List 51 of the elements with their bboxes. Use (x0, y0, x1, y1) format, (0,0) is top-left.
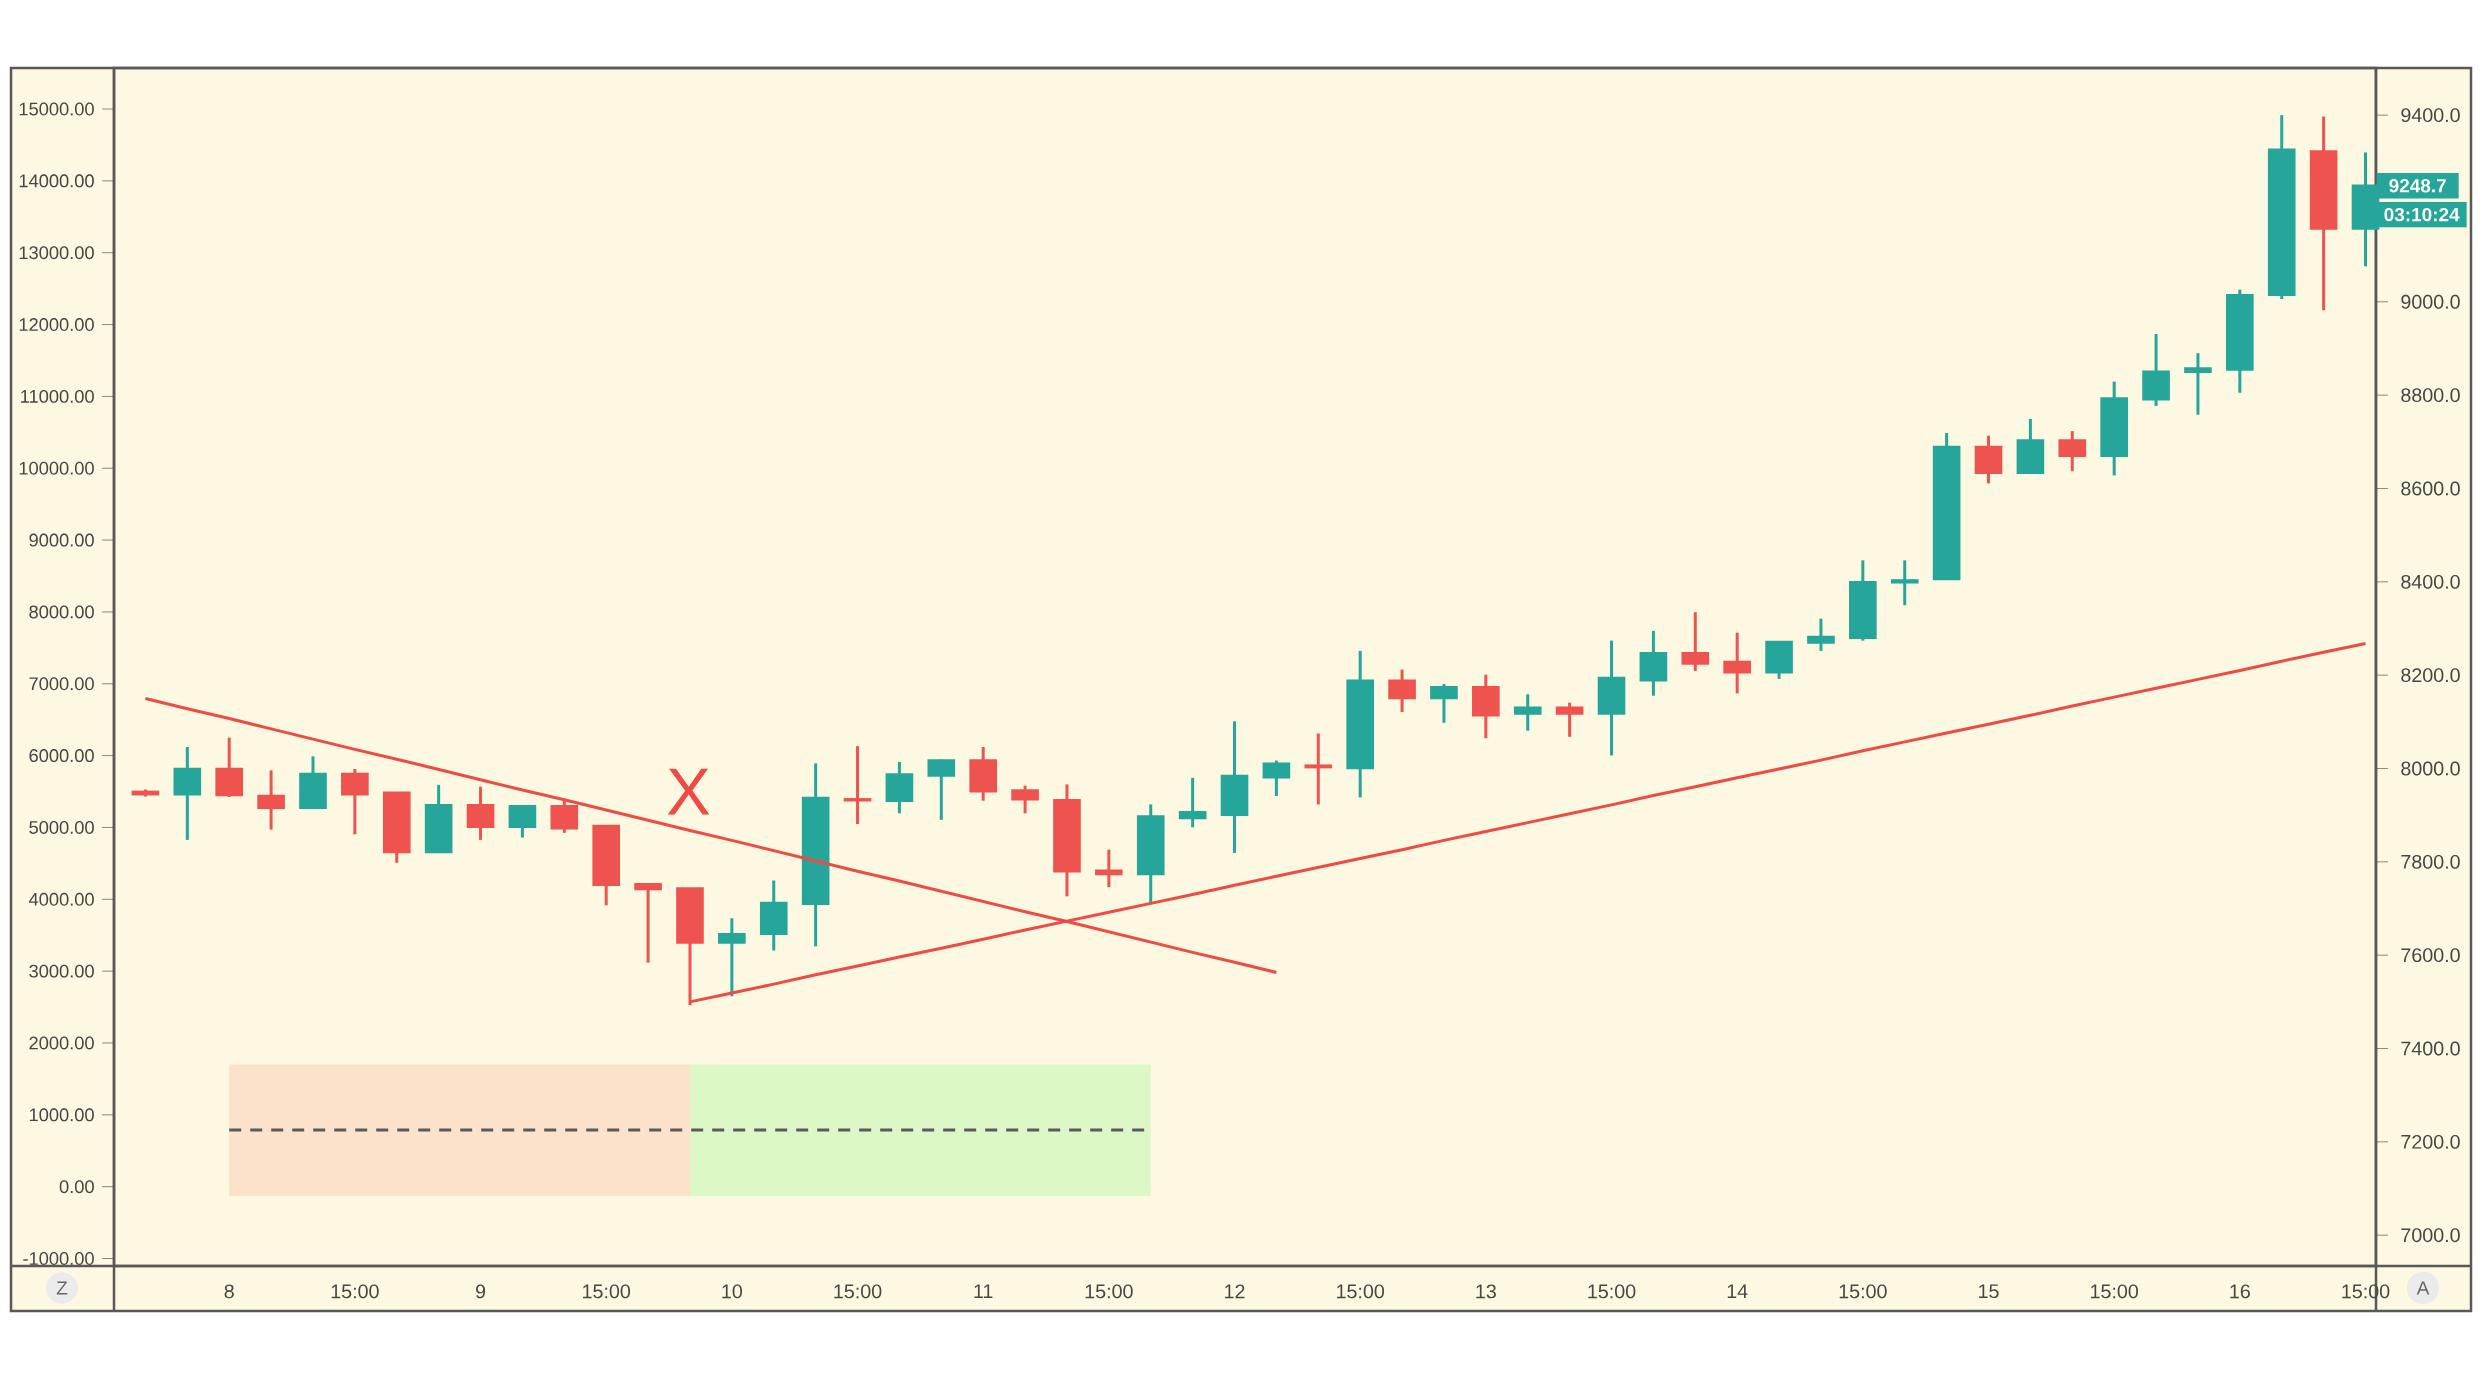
y2-tick-label: 9000.0 (2401, 294, 2460, 309)
y2-tick-label: 7800.0 (2401, 854, 2460, 869)
y-tick-label: 3000.00 (29, 964, 94, 978)
x-tick-label: 15:00 (331, 1284, 379, 1299)
y-tick-label: 15000.00 (19, 102, 94, 116)
y-tick-label: 13000.00 (19, 246, 94, 260)
text: A (2416, 1281, 2430, 1295)
x-tick-label: 15:00 (1085, 1284, 1133, 1299)
x-tick-label: 15:00 (1337, 1284, 1385, 1299)
annotation: X (667, 768, 710, 815)
y-tick-label: 5000.00 (29, 820, 94, 834)
y2-tick-label: 9400.0 (2401, 108, 2460, 123)
x-tick-label: 14 (1727, 1284, 1748, 1298)
x-tick-label: 15 (1979, 1284, 1999, 1299)
y2-tick-label: 8600.0 (2401, 481, 2460, 496)
text: 9248.7 (2389, 179, 2446, 193)
x-tick-label: 15:00 (1588, 1284, 1636, 1299)
x-tick-label: 10 (722, 1284, 743, 1299)
y-tick-label: 1000.00 (29, 1108, 94, 1122)
x-tick-label: 11 (974, 1284, 993, 1298)
y-tick-label: 8000.00 (29, 605, 94, 619)
y2-tick-label: 7000.0 (2401, 1228, 2460, 1243)
x-tick-label: 15:00 (834, 1284, 882, 1299)
y2-tick-label: 7400.0 (2401, 1041, 2460, 1056)
y2-tick-label: 8400.0 (2401, 574, 2460, 589)
x-tick-label: 15:00 (2091, 1284, 2139, 1299)
x-tick-label: 8 (224, 1284, 234, 1299)
x-tick-label: 9 (476, 1284, 486, 1299)
text: Z (56, 1281, 68, 1295)
y-tick-label: 6000.00 (29, 749, 94, 763)
y2-tick-label: 8200.0 (2401, 668, 2460, 683)
y-tick-label: 11000.00 (21, 389, 94, 403)
x-tick-label: 15:00 (1839, 1284, 1887, 1299)
y-tick-label: -1000.00 (23, 1252, 94, 1265)
y-tick-label: 4000.00 (28, 892, 94, 906)
y-tick-label: 0.00 (59, 1180, 94, 1194)
y-tick-label: 9000.00 (29, 533, 94, 547)
y2-tick-label: 8800.0 (2401, 388, 2460, 403)
text: 03:10:24 (2384, 207, 2460, 222)
y2-tick-label: 7600.0 (2401, 948, 2460, 963)
x-tick-label: 12 (1225, 1284, 1245, 1299)
y-tick-label: 10000.00 (19, 461, 94, 475)
y-tick-label: 12000.00 (19, 318, 94, 332)
y-tick-label: 14000.00 (19, 174, 94, 188)
x-tick-label: 15:00 (583, 1284, 631, 1299)
y-tick-label: 2000.00 (29, 1036, 94, 1050)
y2-tick-label: 7200.0 (2401, 1134, 2460, 1149)
x-tick-label: 16 (2230, 1284, 2250, 1299)
x-tick-label: 13 (1476, 1284, 1496, 1299)
y-tick-label: 7000.00 (29, 677, 94, 691)
y2-tick-label: 8000.0 (2401, 761, 2460, 776)
